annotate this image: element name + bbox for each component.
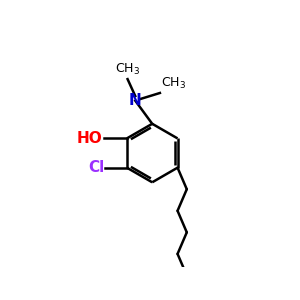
Text: Cl: Cl xyxy=(88,160,104,175)
Text: N: N xyxy=(129,93,142,108)
Text: CH$_3$: CH$_3$ xyxy=(115,62,140,77)
Text: HO: HO xyxy=(76,131,102,146)
Text: CH$_3$: CH$_3$ xyxy=(161,76,186,92)
